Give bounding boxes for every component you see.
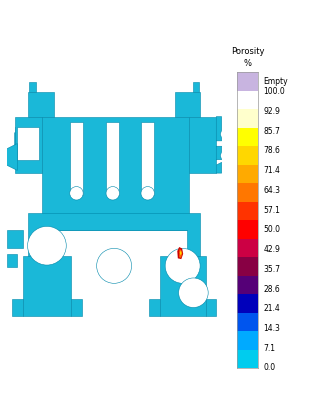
Circle shape xyxy=(141,186,154,200)
Bar xyxy=(237,109,258,128)
Polygon shape xyxy=(28,214,200,267)
Circle shape xyxy=(179,278,208,308)
Circle shape xyxy=(28,226,66,265)
Bar xyxy=(237,183,258,202)
Text: 21.4: 21.4 xyxy=(264,304,280,313)
Text: 100.0: 100.0 xyxy=(264,87,285,96)
Polygon shape xyxy=(190,117,216,173)
Bar xyxy=(237,294,258,312)
Text: Porosity: Porosity xyxy=(231,47,264,56)
Polygon shape xyxy=(193,82,199,92)
Bar xyxy=(237,276,258,294)
Text: 78.6: 78.6 xyxy=(264,146,281,156)
Text: %: % xyxy=(243,58,252,68)
Text: 57.1: 57.1 xyxy=(264,206,281,215)
Bar xyxy=(237,238,258,257)
Polygon shape xyxy=(28,92,54,117)
Circle shape xyxy=(97,248,132,283)
Bar xyxy=(237,331,258,350)
Polygon shape xyxy=(7,230,23,248)
Polygon shape xyxy=(216,146,222,160)
Polygon shape xyxy=(15,128,28,160)
Polygon shape xyxy=(71,300,82,316)
Polygon shape xyxy=(17,128,39,160)
Polygon shape xyxy=(175,92,200,117)
Polygon shape xyxy=(70,122,83,195)
Text: 71.4: 71.4 xyxy=(264,166,281,175)
Text: Empty: Empty xyxy=(264,77,288,86)
Polygon shape xyxy=(180,251,182,255)
Circle shape xyxy=(70,186,83,200)
Polygon shape xyxy=(15,128,28,144)
Bar xyxy=(237,312,258,331)
Bar xyxy=(237,72,258,90)
Polygon shape xyxy=(206,300,216,316)
Text: 92.9: 92.9 xyxy=(264,107,281,116)
Polygon shape xyxy=(15,117,41,173)
Polygon shape xyxy=(106,122,119,195)
Text: 42.9: 42.9 xyxy=(264,245,281,254)
Circle shape xyxy=(165,248,200,283)
Polygon shape xyxy=(177,247,183,259)
Text: 50.0: 50.0 xyxy=(264,225,281,234)
Text: 64.3: 64.3 xyxy=(264,186,281,195)
Polygon shape xyxy=(149,300,160,316)
Bar xyxy=(237,164,258,183)
Polygon shape xyxy=(216,162,222,173)
Polygon shape xyxy=(12,300,23,316)
Circle shape xyxy=(106,186,119,200)
Bar xyxy=(237,350,258,368)
Bar xyxy=(237,202,258,220)
Polygon shape xyxy=(23,256,71,316)
Polygon shape xyxy=(29,82,36,92)
Polygon shape xyxy=(141,122,154,195)
Bar xyxy=(237,257,258,276)
Bar xyxy=(237,146,258,164)
Polygon shape xyxy=(7,254,17,267)
Polygon shape xyxy=(216,117,222,141)
Polygon shape xyxy=(160,256,206,316)
Polygon shape xyxy=(7,144,17,170)
Polygon shape xyxy=(179,249,182,258)
Text: 35.7: 35.7 xyxy=(264,265,281,274)
Text: 85.7: 85.7 xyxy=(264,127,281,136)
Text: 14.3: 14.3 xyxy=(264,324,281,333)
Text: 7.1: 7.1 xyxy=(264,344,276,353)
Bar xyxy=(237,128,258,146)
Bar xyxy=(237,90,258,109)
Bar xyxy=(237,220,258,238)
Text: 28.6: 28.6 xyxy=(264,284,280,294)
Polygon shape xyxy=(41,117,190,230)
Text: 0.0: 0.0 xyxy=(264,364,276,372)
